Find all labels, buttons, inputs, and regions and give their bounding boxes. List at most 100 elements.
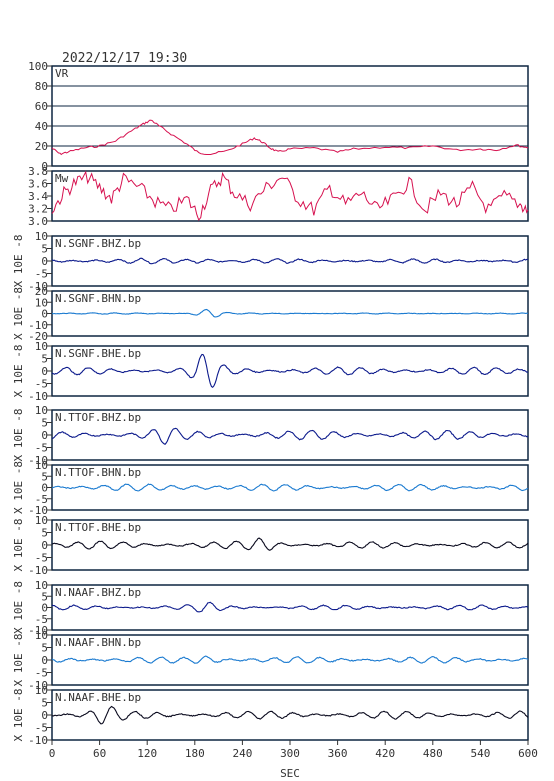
y-tick-label: 3.0 xyxy=(28,215,48,228)
y-tick-label: 3.6 xyxy=(28,178,48,191)
trace-label: N.NAAF.BHZ.bp xyxy=(55,586,141,599)
x-axis-label: SEC xyxy=(280,767,300,780)
panel-frame xyxy=(51,65,529,167)
y-tick-label: -20 xyxy=(28,330,48,343)
x-tick-label: 300 xyxy=(280,747,300,760)
trace-label: N.TTOF.BHZ.bp xyxy=(55,411,141,424)
y-tick-label: 5 xyxy=(41,590,48,603)
y-unit-label: X 10E -8 xyxy=(12,461,25,514)
trace-label: N.SGNF.BHN.bp xyxy=(55,292,141,305)
trace-label: Mw xyxy=(55,172,69,185)
y-unit-label: X 10E -8 xyxy=(12,235,25,288)
y-unit-label: X 10E -8 xyxy=(12,409,25,462)
series-line xyxy=(51,119,529,156)
y-tick-label: 10 xyxy=(35,296,48,309)
y-unit-label: X 10E -8 xyxy=(12,581,25,634)
x-tick-label: 420 xyxy=(375,747,395,760)
VR-panel: 100 80 60 40 20 0 VR xyxy=(28,60,529,173)
series-line xyxy=(51,537,529,551)
trace-label: N.TTOF.BHN.bp xyxy=(55,466,141,479)
y-tick-label: 10 xyxy=(35,404,48,417)
x-tick-label: 180 xyxy=(185,747,205,760)
y-tick-label: -10 xyxy=(28,280,48,293)
y-tick-label: 60 xyxy=(35,100,48,113)
y-tick-label: 0 xyxy=(41,602,48,615)
y-tick-label: 20 xyxy=(35,140,48,153)
y-unit-label: X 10E -8 xyxy=(12,287,25,340)
y-tick-label: -5 xyxy=(35,268,48,281)
timestamp-title: 2022/12/17 19:30 xyxy=(62,51,187,66)
y-tick-label: -10 xyxy=(28,734,48,747)
y-tick-label: -5 xyxy=(35,442,48,455)
y-tick-label: 0 xyxy=(41,308,48,321)
y-unit-label: X 10E -8 xyxy=(12,345,25,398)
y-tick-label: -10 xyxy=(28,679,48,692)
series-line xyxy=(51,601,529,613)
x-tick-label: 600 xyxy=(518,747,538,760)
y-tick-label: 40 xyxy=(35,120,48,133)
y-tick-label: -10 xyxy=(28,564,48,577)
y-tick-label: 0 xyxy=(41,709,48,722)
y-tick-label: 3.2 xyxy=(28,203,48,216)
y-tick-label: 5 xyxy=(41,527,48,540)
y-tick-label: 10 xyxy=(35,459,48,472)
series-line xyxy=(51,257,529,265)
y-tick-label: 0 xyxy=(41,255,48,268)
y-tick-label: -5 xyxy=(35,378,48,391)
y-tick-label: -5 xyxy=(35,552,48,565)
y-tick-label: 80 xyxy=(35,80,48,93)
y-tick-label: 5 xyxy=(41,470,48,483)
series-line xyxy=(51,705,529,725)
y-tick-label: -5 xyxy=(35,493,48,506)
x-tick-label: 60 xyxy=(93,747,106,760)
x-tick-label: 480 xyxy=(423,747,443,760)
series-line xyxy=(51,353,529,389)
y-tick-label: 0 xyxy=(41,429,48,442)
y-tick-label: 10 xyxy=(35,230,48,243)
y-tick-label: 5 xyxy=(41,697,48,710)
y-tick-label: 0 xyxy=(41,160,48,173)
y-tick-label: 0 xyxy=(41,654,48,667)
trace-label: N.NAAF.BHE.bp xyxy=(55,691,141,704)
y-tick-label: -5 xyxy=(35,722,48,735)
y-tick-label: -10 xyxy=(28,390,48,403)
x-axis: 0 60 120 180 240 300 360 420 480 540 600 xyxy=(49,740,538,760)
y-tick-label: 10 xyxy=(35,629,48,642)
series-line xyxy=(51,170,529,222)
x-tick-label: 120 xyxy=(137,747,157,760)
y-tick-label: 10 xyxy=(35,684,48,697)
y-tick-label: 5 xyxy=(41,642,48,655)
y-tick-label: 10 xyxy=(35,514,48,527)
y-tick-label: 0 xyxy=(41,539,48,552)
y-tick-label: 20 xyxy=(35,285,48,298)
series-line xyxy=(51,483,529,492)
x-tick-label: 240 xyxy=(232,747,252,760)
y-tick-label: -10 xyxy=(28,504,48,517)
panels: 100806040200VR3.83.63.43.23.0Mw1050-5-10… xyxy=(12,60,529,747)
y-tick-label: -10 xyxy=(28,624,48,637)
y-unit-label: X 10E -8 xyxy=(12,634,25,687)
y-tick-label: -10 xyxy=(28,454,48,467)
y-tick-label: -5 xyxy=(35,613,48,626)
y-tick-label: -5 xyxy=(35,667,48,680)
trace-label: N.SGNF.BHZ.bp xyxy=(55,237,141,250)
trace-label: N.SGNF.BHE.bp xyxy=(55,347,141,360)
y-tick-label: 5 xyxy=(41,417,48,430)
series-line xyxy=(51,655,529,664)
y-tick-label: 5 xyxy=(41,353,48,366)
series-line xyxy=(51,427,529,445)
x-tick-label: 540 xyxy=(470,747,490,760)
y-tick-label: 0 xyxy=(41,482,48,495)
trace-label: N.TTOF.BHE.bp xyxy=(55,521,141,534)
trace-label: VR xyxy=(55,67,69,80)
x-tick-label: 0 xyxy=(49,747,56,760)
y-tick-label: 10 xyxy=(35,340,48,353)
